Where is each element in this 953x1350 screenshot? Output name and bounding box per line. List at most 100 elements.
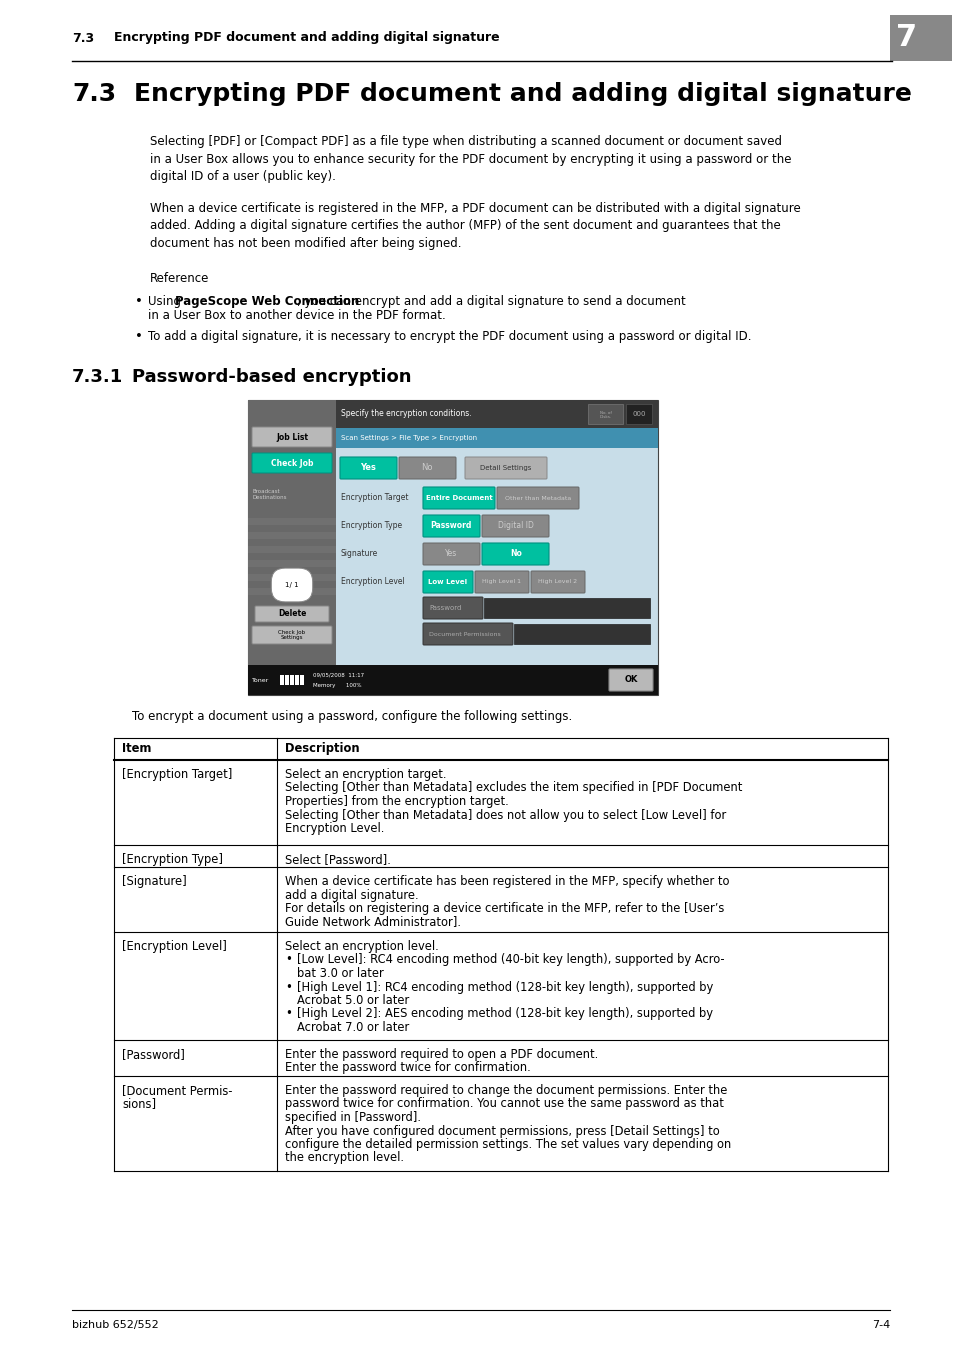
Text: Password: Password xyxy=(430,521,471,531)
Text: bat 3.0 or later: bat 3.0 or later xyxy=(296,967,383,980)
Text: No: No xyxy=(421,463,433,472)
Bar xyxy=(248,574,335,580)
Text: Specify the encryption conditions.: Specify the encryption conditions. xyxy=(340,409,471,418)
Text: [Document Permis-: [Document Permis- xyxy=(122,1084,233,1098)
Text: Select [Password].: Select [Password]. xyxy=(285,853,391,865)
FancyBboxPatch shape xyxy=(422,622,513,645)
Text: Encrypting PDF document and adding digital signature: Encrypting PDF document and adding digit… xyxy=(133,82,911,107)
Text: the encryption level.: the encryption level. xyxy=(285,1152,403,1165)
FancyBboxPatch shape xyxy=(254,606,329,622)
FancyBboxPatch shape xyxy=(422,487,495,509)
Text: 7-4: 7-4 xyxy=(871,1320,889,1330)
Text: [Low Level]: RC4 encoding method (40-bit key length), supported by Acro-: [Low Level]: RC4 encoding method (40-bit… xyxy=(296,953,724,967)
Text: Encryption Level.: Encryption Level. xyxy=(285,822,384,836)
FancyBboxPatch shape xyxy=(422,597,482,620)
FancyBboxPatch shape xyxy=(475,571,529,593)
Text: [Signature]: [Signature] xyxy=(122,875,187,888)
Bar xyxy=(889,15,951,61)
FancyBboxPatch shape xyxy=(608,670,652,691)
FancyBboxPatch shape xyxy=(422,571,473,593)
FancyBboxPatch shape xyxy=(422,514,479,537)
FancyBboxPatch shape xyxy=(481,514,548,537)
Bar xyxy=(248,560,335,567)
Bar xyxy=(587,404,622,424)
Text: Enter the password required to change the document permissions. Enter the: Enter the password required to change th… xyxy=(285,1084,726,1098)
Text: Yes: Yes xyxy=(359,463,375,472)
Text: Encryption Target: Encryption Target xyxy=(340,494,408,502)
FancyBboxPatch shape xyxy=(422,543,479,566)
Text: Digital ID: Digital ID xyxy=(497,521,534,531)
Text: Selecting [Other than Metadata] excludes the item specified in [PDF Document: Selecting [Other than Metadata] excludes… xyxy=(285,782,741,795)
Text: To encrypt a document using a password, configure the following settings.: To encrypt a document using a password, … xyxy=(132,710,572,724)
Text: Delete: Delete xyxy=(277,609,306,618)
Text: For details on registering a device certificate in the MFP, refer to the [User’s: For details on registering a device cert… xyxy=(285,902,723,915)
Text: No. of
Disks.: No. of Disks. xyxy=(599,410,612,418)
Text: Job List: Job List xyxy=(275,432,308,441)
Text: [Encryption Level]: [Encryption Level] xyxy=(122,940,227,953)
Text: After you have configured document permissions, press [Detail Settings] to: After you have configured document permi… xyxy=(285,1125,719,1138)
Text: Check Job
Settings: Check Job Settings xyxy=(278,629,305,640)
Text: Encryption Type: Encryption Type xyxy=(340,521,402,531)
Text: Yes: Yes xyxy=(444,549,456,559)
Bar xyxy=(514,624,649,644)
Text: No: No xyxy=(510,549,521,559)
Text: 7.3: 7.3 xyxy=(71,82,116,107)
Bar xyxy=(299,675,304,684)
FancyBboxPatch shape xyxy=(252,626,332,644)
Text: OK: OK xyxy=(623,675,637,684)
Text: Item: Item xyxy=(122,743,152,755)
Text: 7.3: 7.3 xyxy=(71,31,94,45)
Text: , you can encrypt and add a digital signature to send a document: , you can encrypt and add a digital sign… xyxy=(296,296,685,308)
Text: 7.3.1: 7.3.1 xyxy=(71,369,123,386)
Bar xyxy=(248,666,658,695)
Text: [Encryption Type]: [Encryption Type] xyxy=(122,853,223,865)
Text: Description: Description xyxy=(285,743,359,755)
Text: Select an encryption target.: Select an encryption target. xyxy=(285,768,446,782)
Text: 09/05/2008  11:17: 09/05/2008 11:17 xyxy=(313,672,364,678)
Text: Signature: Signature xyxy=(340,549,377,559)
Text: High Level 1: High Level 1 xyxy=(482,579,521,585)
Bar xyxy=(625,404,651,424)
Bar xyxy=(248,518,335,525)
Text: Password-based encryption: Password-based encryption xyxy=(132,369,411,386)
Bar xyxy=(335,428,658,448)
Bar xyxy=(483,598,649,618)
Text: configure the detailed permission settings. The set values vary depending on: configure the detailed permission settin… xyxy=(285,1138,731,1152)
Text: [High Level 2]: AES encoding method (128-bit key length), supported by: [High Level 2]: AES encoding method (128… xyxy=(296,1007,712,1021)
Text: Entire Document: Entire Document xyxy=(425,495,492,501)
Text: Reference: Reference xyxy=(150,271,209,285)
Text: Document Permissions: Document Permissions xyxy=(429,632,500,636)
Text: Other than Metadata: Other than Metadata xyxy=(504,495,571,501)
FancyBboxPatch shape xyxy=(464,458,546,479)
Text: [Password]: [Password] xyxy=(122,1048,185,1061)
Text: [High Level 1]: RC4 encoding method (128-bit key length), supported by: [High Level 1]: RC4 encoding method (128… xyxy=(296,980,713,994)
Text: Detail Settings: Detail Settings xyxy=(479,464,531,471)
Bar xyxy=(285,675,289,684)
Text: •: • xyxy=(285,1007,292,1021)
Text: 7: 7 xyxy=(896,23,917,53)
Text: Enter the password twice for confirmation.: Enter the password twice for confirmatio… xyxy=(285,1061,530,1075)
Text: Scan Settings > File Type > Encryption: Scan Settings > File Type > Encryption xyxy=(340,435,476,441)
Text: Acrobat 5.0 or later: Acrobat 5.0 or later xyxy=(296,994,409,1007)
Text: PageScope Web Connection: PageScope Web Connection xyxy=(174,296,359,308)
FancyBboxPatch shape xyxy=(339,458,396,479)
Text: Password: Password xyxy=(429,605,461,612)
Text: •: • xyxy=(285,953,292,967)
FancyBboxPatch shape xyxy=(531,571,584,593)
FancyBboxPatch shape xyxy=(398,458,456,479)
Bar xyxy=(294,675,298,684)
Text: bizhub 652/552: bizhub 652/552 xyxy=(71,1320,158,1330)
Text: Select an encryption level.: Select an encryption level. xyxy=(285,940,438,953)
Bar xyxy=(248,545,335,554)
Bar xyxy=(290,675,294,684)
Text: When a device certificate is registered in the MFP, a PDF document can be distri: When a device certificate is registered … xyxy=(150,202,800,250)
FancyBboxPatch shape xyxy=(497,487,578,509)
Text: add a digital signature.: add a digital signature. xyxy=(285,888,418,902)
Bar xyxy=(248,589,335,595)
Text: High Level 2: High Level 2 xyxy=(537,579,577,585)
Text: password twice for confirmation. You cannot use the same password as that: password twice for confirmation. You can… xyxy=(285,1098,723,1111)
FancyBboxPatch shape xyxy=(252,427,332,447)
Text: •: • xyxy=(135,296,143,308)
Bar xyxy=(335,400,658,428)
Text: Memory      100%: Memory 100% xyxy=(313,683,361,687)
